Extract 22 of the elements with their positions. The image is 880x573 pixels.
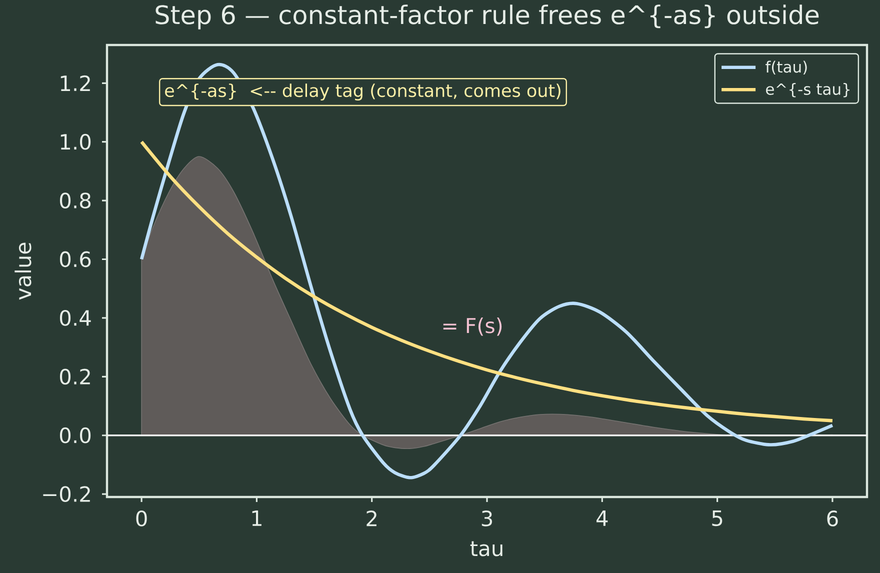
- y-tick-label: 0.2: [60, 368, 90, 385]
- y-tick-label: 1.0: [60, 134, 91, 150]
- annotation: = F(s): [443, 317, 502, 336]
- legend-label: e^{-s tau}: [766, 82, 850, 98]
- y-tick-label: 0.8: [60, 192, 91, 208]
- x-axis-title: tau: [470, 541, 502, 556]
- x-tick-label: 1: [252, 510, 262, 526]
- y-axis-title: value: [14, 242, 32, 300]
- x-tick-label: 4: [596, 510, 608, 526]
- y-tick-label: 0.0: [60, 427, 91, 444]
- x-tick-label: 2: [366, 510, 376, 526]
- chart-title: Step 6 — constant-factor rule frees e^{-as} outside: [156, 4, 819, 30]
- x-tick-label: 3: [482, 510, 492, 526]
- x-tick-label: 5: [712, 510, 722, 526]
- y-tick-label: 1.2: [60, 75, 90, 91]
- y-tick-label: −0.2: [43, 486, 90, 502]
- legend-label: f(tau): [766, 60, 807, 75]
- y-tick-label: 0.6: [60, 251, 91, 268]
- x-tick-label: 6: [827, 510, 838, 526]
- x-tick-label: 0: [136, 510, 147, 526]
- annotation: e^{-as} <-- delay tag (constant, comes out): [165, 84, 560, 101]
- y-tick-label: 0.4: [60, 310, 91, 326]
